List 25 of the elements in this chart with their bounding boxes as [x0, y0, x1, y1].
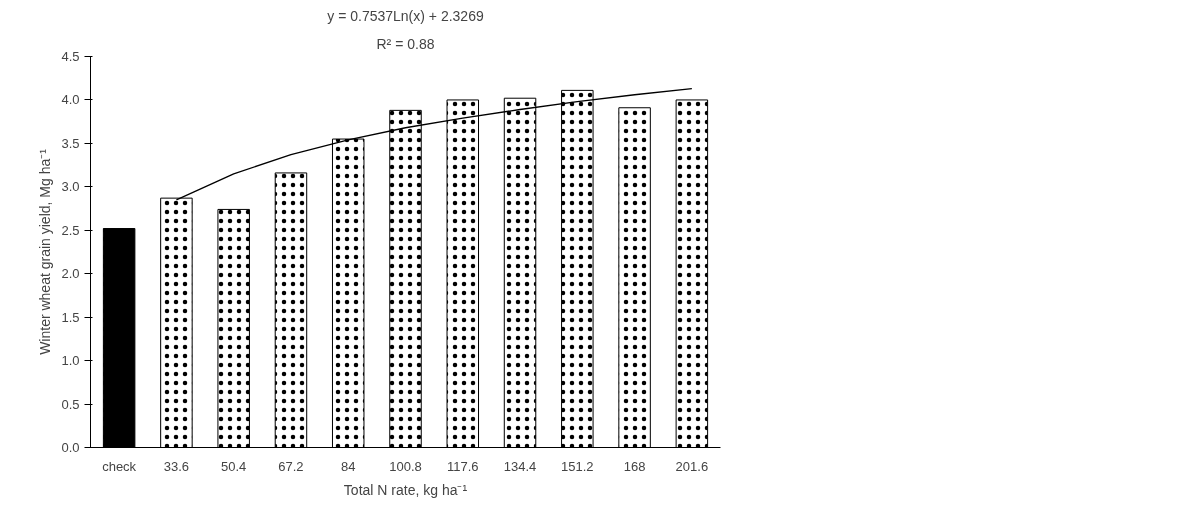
y-tick-label: 3.0 [61, 179, 80, 195]
y-axis-title: Winter wheat grain yield, Mg ha⁻¹ [37, 148, 54, 355]
y-tick-label: 3.5 [61, 135, 80, 151]
y-tick-label: 0.0 [61, 440, 80, 455]
x-tick-label: 67.2 [278, 458, 304, 474]
y-tick-label: 4.0 [61, 92, 80, 108]
x-tick-label: 201.6 [675, 458, 709, 474]
x-tick-label: 134.4 [503, 458, 537, 474]
text: y = 0.7537Ln(x) + 2.3269 [327, 7, 484, 24]
x-tick-label: check [102, 458, 137, 474]
y-tick-label: 1.5 [61, 309, 80, 325]
x-tick-label: 84 [341, 458, 356, 474]
x-tick-label: 50.4 [221, 458, 247, 474]
x-tick-label: 117.6 [446, 458, 479, 474]
x-tick-label: 168 [623, 458, 646, 474]
y-tick-label: 0.5 [61, 396, 80, 412]
text: R² = 0.88 [376, 35, 435, 52]
y-tick-label: 4.5 [61, 49, 80, 64]
x-tick-label: 100.8 [389, 458, 422, 474]
x-axis-title: Total N rate, kg ha⁻¹ [343, 481, 468, 498]
x-tick-label: 151.2 [561, 458, 594, 474]
y-tick-label: 2.5 [61, 222, 80, 238]
y-tick-label: 1.0 [61, 353, 80, 369]
x-tick-label: 33.6 [163, 458, 190, 474]
y-tick-label: 2.0 [61, 266, 80, 282]
